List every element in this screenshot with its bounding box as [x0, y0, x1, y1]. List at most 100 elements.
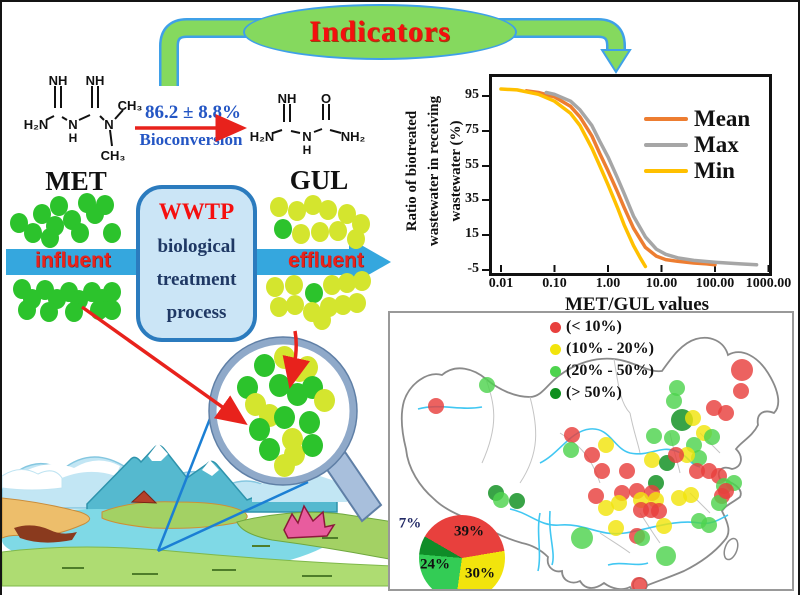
map-dot [619, 463, 635, 479]
map-dot [701, 517, 717, 533]
series-min [499, 87, 648, 269]
influent-upper-dot [86, 204, 104, 224]
effluent-upper-dot [270, 197, 288, 217]
influent-upper-dot [33, 204, 51, 224]
effluent-lower-dot [286, 295, 304, 315]
atom-label: H₂N [250, 129, 275, 144]
chart-legend: Mean Max Min [644, 106, 750, 184]
pie-value-label: 7% [398, 515, 422, 532]
magnifier-dot [273, 405, 295, 429]
x-tick-label: 10.00 [645, 276, 678, 291]
x-tick-label: 0.01 [488, 276, 514, 291]
magnifier-dot [253, 353, 275, 377]
legend-line [644, 169, 688, 173]
map-legend: (< 10%) (10% - 20%) (20% - 50%) (> 50%) [550, 316, 654, 404]
indicators-ellipse: Indicators [243, 4, 517, 60]
map-dot [564, 427, 580, 443]
pie-chart [419, 515, 505, 589]
effluent-upper-dot [338, 204, 356, 224]
map-dot [611, 495, 627, 511]
atom-label: H₂N [24, 117, 49, 132]
map-dot [718, 405, 734, 421]
map-dot [588, 488, 604, 504]
effluent-to-lens-arrow [282, 330, 310, 389]
y-tick-label: 75 [465, 121, 479, 137]
y-tick-label: 95 [465, 87, 479, 102]
map-legend-item: (> 50%) [550, 382, 654, 404]
magnifier-dot [248, 417, 270, 441]
atom-label: NH₂ [341, 129, 366, 144]
wwtp-line-biological: biological [157, 236, 236, 257]
atom-label: CH₃ [118, 98, 143, 113]
wwtp-line-treatment: treatment [156, 269, 237, 290]
legend-item-max: Max [644, 132, 750, 158]
influent-lower-dot [103, 300, 121, 320]
map-dot [671, 490, 687, 506]
influent-lower-dot [65, 302, 83, 322]
effluent-upper-dot [304, 195, 322, 215]
map-dot [664, 430, 680, 446]
y-tick-mark [482, 95, 489, 97]
map-dot [563, 442, 579, 458]
magnifier-dot [273, 453, 295, 477]
effluent-lower-dot [305, 283, 323, 303]
map-dot [731, 359, 753, 381]
influent-upper-dot [41, 228, 59, 248]
y-tick-mark [482, 129, 489, 132]
effluent-upper-dot [292, 224, 310, 244]
y-tick-label: -5 [467, 261, 479, 276]
lens-callout-line [157, 480, 309, 553]
ratio-chart [489, 74, 772, 276]
y-tick-mark [482, 234, 489, 237]
map-dot [733, 383, 749, 399]
map-dot [634, 530, 650, 546]
effluent-lower-dot [348, 293, 366, 313]
influent-upper-dot [103, 223, 121, 243]
y-tick-label: 35 [465, 191, 479, 207]
map-legend-dot [550, 365, 561, 377]
map-dot [644, 452, 660, 468]
map-dot [711, 495, 727, 511]
effluent-upper-dot [329, 221, 347, 241]
map-dot [479, 377, 495, 393]
map-legend-label: (20% - 50%) [566, 362, 654, 379]
pie-value-label: 24% [420, 556, 450, 573]
map-dot [594, 463, 610, 479]
chart-x-axis-label: MET/GUL values [564, 294, 710, 315]
map-dot [691, 450, 707, 466]
map-legend-dot [550, 321, 561, 333]
map-dot [683, 487, 699, 503]
y-tick-mark [482, 269, 489, 271]
effluent-upper-dot [288, 201, 306, 221]
map-legend-label: (10% - 20%) [566, 340, 654, 357]
influent-lower-dot [18, 300, 36, 320]
legend-label: Mean [694, 106, 751, 131]
series-mean [524, 89, 717, 267]
effluent-lower-dot [270, 297, 288, 317]
map-dot [493, 492, 509, 508]
map-legend-item: (< 10%) [550, 316, 654, 338]
magnifier-dot [258, 437, 280, 461]
landscape-illustration [2, 443, 395, 587]
map-dot [679, 447, 695, 463]
effluent-lower-dot [353, 271, 371, 291]
map-dot [509, 493, 525, 509]
x-tick-label: 0.10 [542, 276, 567, 291]
indicators-label: Indicators [309, 15, 451, 48]
map-dot [656, 546, 676, 566]
atom-label: NH [86, 73, 105, 88]
met-label: MET [45, 166, 107, 196]
map-dot [571, 527, 593, 549]
legend-line [644, 143, 688, 147]
chart-plot-area [499, 87, 770, 272]
atom-label: O [321, 91, 331, 106]
atom-label: N [302, 129, 311, 144]
china-map [400, 336, 780, 589]
taiwan-island [723, 537, 739, 561]
map-dot [631, 577, 647, 589]
effluent-lower-dot [266, 277, 284, 297]
legend-label: Max [694, 132, 739, 157]
effluent-lower-dot [285, 275, 303, 295]
